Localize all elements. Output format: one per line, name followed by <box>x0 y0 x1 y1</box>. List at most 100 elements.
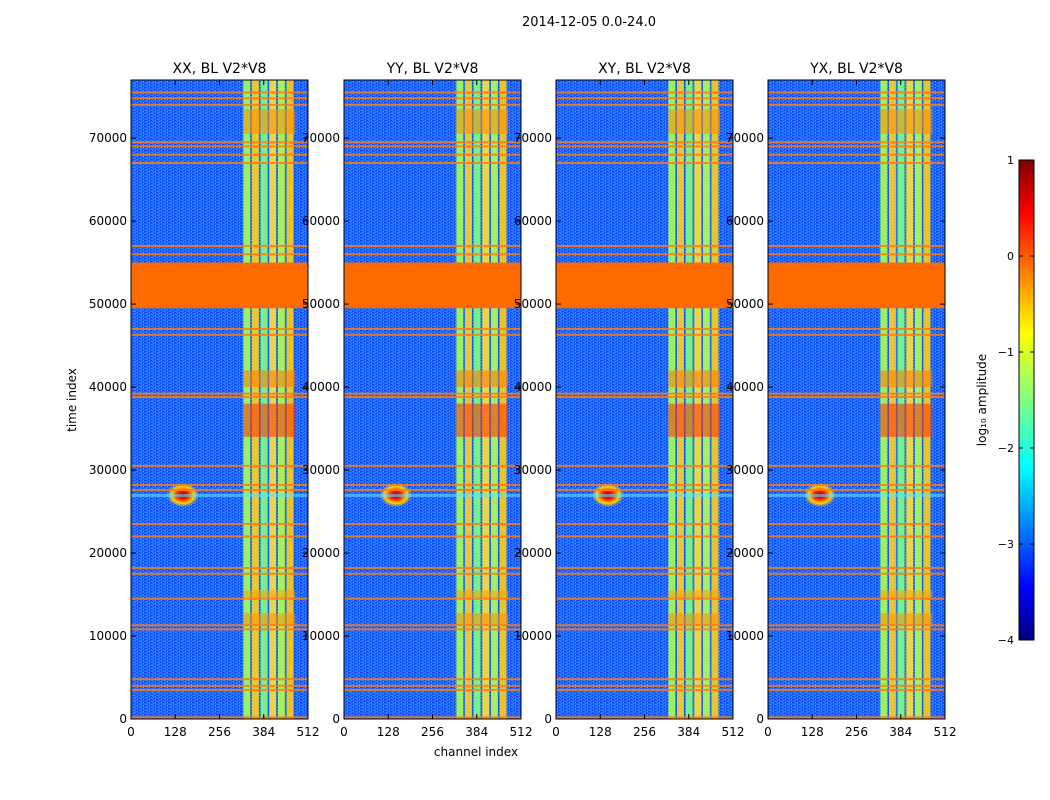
band-stripe <box>711 80 719 719</box>
flagged-row <box>768 333 945 336</box>
hot-region <box>668 613 721 626</box>
flagged-row <box>556 684 733 687</box>
flagged-row <box>556 91 733 94</box>
hot-region <box>243 613 296 626</box>
flagged-row <box>344 333 521 336</box>
band-stripe <box>499 80 507 719</box>
rfi-streak <box>556 493 733 497</box>
band-stripe <box>243 80 251 719</box>
hot-region <box>243 590 296 599</box>
x-axis-label: channel index <box>434 745 518 759</box>
flagged-row <box>131 103 308 106</box>
band-stripe <box>464 80 472 719</box>
flagged-row <box>768 392 945 395</box>
flagged-row <box>344 566 521 569</box>
hot-region <box>668 370 721 388</box>
band-stripe <box>286 80 294 719</box>
y-tick-label: 30000 <box>89 463 127 477</box>
flagged-row <box>556 483 733 486</box>
flagged-row <box>768 244 945 247</box>
y-tick-label: 40000 <box>302 380 340 394</box>
flagged-row <box>556 153 733 156</box>
flagged-row <box>556 624 733 627</box>
band-stripe <box>668 80 676 719</box>
flagged-row <box>344 684 521 687</box>
hot-region <box>243 109 296 134</box>
x-tick-label: 512 <box>510 725 533 739</box>
flagged-row <box>131 392 308 395</box>
flagged-row <box>131 522 308 525</box>
flagged-row <box>556 572 733 575</box>
panel-title: XY, BL V2*V8 <box>598 61 691 77</box>
figure-title: 2014-12-05 0.0-24.0 <box>522 15 656 30</box>
flagged-row <box>556 103 733 106</box>
flagged-row <box>131 572 308 575</box>
flagged-row <box>556 678 733 681</box>
flagged-row <box>131 678 308 681</box>
y-tick-label: 20000 <box>302 546 340 560</box>
flagged-row <box>344 678 521 681</box>
flagged-row <box>768 97 945 100</box>
flagged-row <box>556 333 733 336</box>
flagged-row <box>344 688 521 691</box>
hot-region <box>456 370 509 388</box>
colorbar-tick-label: −4 <box>998 634 1014 647</box>
flagged-row <box>556 535 733 538</box>
y-tick-label: 50000 <box>302 297 340 311</box>
y-tick-label: 40000 <box>89 380 127 394</box>
x-tick-label: 128 <box>164 725 187 739</box>
band-stripe <box>897 80 905 719</box>
y-tick-label: 60000 <box>302 214 340 228</box>
flagged-row <box>131 688 308 691</box>
flagged-block <box>131 262 308 309</box>
flagged-row <box>344 488 521 491</box>
flagged-block <box>344 262 521 309</box>
hot-region <box>243 370 296 388</box>
band-stripe <box>880 80 888 719</box>
flagged-row <box>344 522 521 525</box>
flagged-row <box>344 97 521 100</box>
x-tick-label: 256 <box>633 725 656 739</box>
flagged-row <box>556 97 733 100</box>
flagged-row <box>768 141 945 144</box>
flagged-row <box>131 253 308 256</box>
flagged-row <box>344 624 521 627</box>
band-stripe <box>888 80 896 719</box>
flagged-row <box>556 628 733 631</box>
flagged-row <box>768 572 945 575</box>
flagged-row <box>768 535 945 538</box>
flagged-row <box>768 91 945 94</box>
flagged-row <box>556 327 733 330</box>
band-stripe <box>269 80 277 719</box>
y-tick-label: 30000 <box>514 463 552 477</box>
y-tick-label: 10000 <box>514 629 552 643</box>
flagged-row <box>131 145 308 148</box>
y-tick-label: 10000 <box>89 629 127 643</box>
flagged-row <box>131 161 308 164</box>
y-tick-label: 0 <box>756 712 764 726</box>
hot-region <box>456 403 509 437</box>
band-stripe <box>685 80 693 719</box>
panel-title: XX, BL V2*V8 <box>173 61 267 77</box>
colorbar-tick-label: 0 <box>1007 250 1014 263</box>
flagged-row <box>131 483 308 486</box>
y-tick-label: 60000 <box>89 214 127 228</box>
band-stripe <box>456 80 464 719</box>
y-tick-label: 0 <box>119 712 127 726</box>
x-tick-label: 512 <box>722 725 745 739</box>
band-stripe <box>906 80 914 719</box>
hot-region <box>456 109 509 134</box>
flagged-row <box>768 566 945 569</box>
y-tick-label: 50000 <box>514 297 552 311</box>
rfi-streak <box>344 493 521 497</box>
panel-title: YY, BL V2*V8 <box>386 61 479 77</box>
flagged-row <box>344 244 521 247</box>
x-tick-label: 0 <box>552 725 560 739</box>
x-tick-label: 256 <box>421 725 444 739</box>
x-tick-label: 256 <box>208 725 231 739</box>
x-tick-label: 256 <box>845 725 868 739</box>
flagged-row <box>556 161 733 164</box>
flagged-row <box>131 684 308 687</box>
rfi-streak <box>131 493 308 497</box>
